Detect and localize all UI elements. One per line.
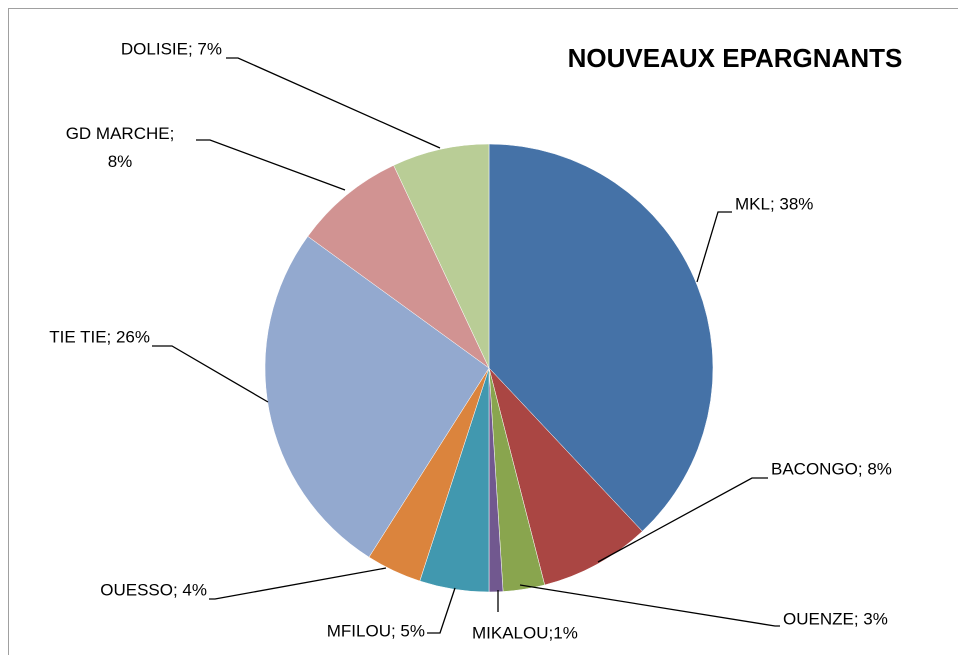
pie-slice [488, 143, 714, 532]
leader-line [597, 477, 768, 563]
data-label: MKL; 38% [735, 194, 813, 213]
data-label: MFILOU; 5% [327, 621, 425, 640]
data-label: DOLISIE; 7% [121, 39, 222, 58]
data-label: TIE TIE; 26% [49, 327, 150, 346]
leader-line [152, 345, 269, 403]
pie-slice [488, 367, 643, 586]
leader-line [196, 139, 346, 191]
data-label: MIKALOU;1% [472, 623, 578, 642]
leader-line [519, 584, 780, 627]
chart-title: NOUVEAUX EPARGNANTS [568, 43, 903, 73]
leader-line [427, 587, 456, 634]
data-label: BACONGO; 8% [771, 459, 892, 478]
data-label: OUESSO; 4% [100, 580, 207, 599]
pie-slice [307, 164, 490, 369]
data-label: GD MARCHE; 8% [66, 124, 175, 171]
leader-line [226, 57, 441, 149]
leader-line [696, 211, 732, 283]
data-label: OUENZE; 3% [783, 609, 888, 628]
leader-line [209, 567, 387, 600]
pie-slice [393, 143, 490, 369]
pie-slice [264, 235, 490, 558]
